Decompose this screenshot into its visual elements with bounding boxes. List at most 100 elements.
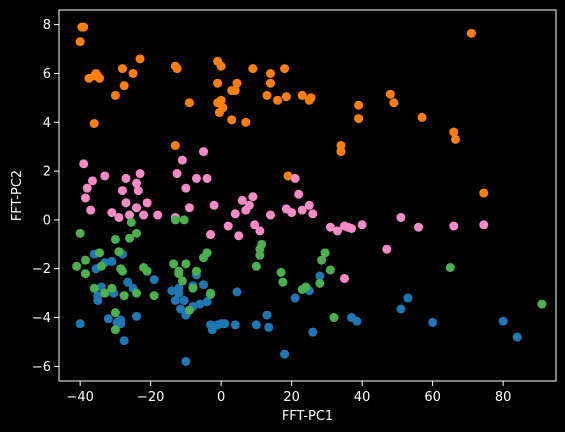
data-point <box>262 310 272 320</box>
data-point <box>107 256 117 266</box>
x-axis: −40 −20 0 20 40 60 80 <box>66 381 511 405</box>
data-point <box>315 278 325 288</box>
data-point <box>417 112 427 122</box>
data-point <box>317 255 327 265</box>
data-point <box>287 208 297 218</box>
data-point <box>216 95 226 105</box>
data-point <box>428 317 438 327</box>
data-point <box>347 223 357 233</box>
y-tick-label: 6 <box>43 67 51 82</box>
data-point <box>93 295 103 305</box>
data-point <box>119 81 129 91</box>
data-point <box>264 322 274 332</box>
data-point <box>86 205 96 215</box>
data-point <box>278 277 288 287</box>
data-point <box>290 293 300 303</box>
data-point <box>396 212 406 222</box>
data-point <box>209 200 219 210</box>
data-point <box>79 22 89 32</box>
data-point <box>121 198 131 208</box>
y-axis: −6 −4 −2 0 2 4 6 8 <box>32 18 59 375</box>
data-point <box>177 155 187 165</box>
data-point <box>280 64 290 74</box>
data-point <box>537 299 547 309</box>
data-point <box>308 209 318 219</box>
data-point <box>179 215 189 225</box>
data-point <box>297 90 307 100</box>
data-point <box>202 173 212 183</box>
data-point <box>218 103 228 113</box>
data-point <box>223 221 233 231</box>
data-point <box>479 220 489 230</box>
data-point <box>449 127 459 137</box>
data-point <box>498 316 508 326</box>
data-point <box>80 193 90 203</box>
data-point <box>95 73 105 83</box>
data-point <box>181 183 191 193</box>
data-point <box>262 90 272 100</box>
data-point <box>251 261 261 271</box>
data-point <box>244 200 254 210</box>
x-tick-label: −20 <box>137 390 164 405</box>
plot-frame <box>58 9 557 382</box>
series-3 <box>72 215 547 335</box>
data-point <box>87 176 97 186</box>
data-point <box>119 291 129 301</box>
data-point <box>414 222 424 232</box>
x-tick-label: 40 <box>354 390 371 405</box>
data-point <box>230 209 240 219</box>
data-point <box>352 316 362 326</box>
data-point <box>184 98 194 108</box>
data-point <box>273 95 283 105</box>
data-point <box>170 140 180 150</box>
data-point <box>123 277 133 287</box>
data-point <box>117 266 127 276</box>
y-tick-label: −4 <box>32 311 51 326</box>
data-point <box>396 304 406 314</box>
data-point <box>75 228 85 238</box>
data-point <box>72 261 82 271</box>
data-point <box>82 183 92 193</box>
data-point <box>117 186 127 196</box>
data-point <box>80 269 90 279</box>
data-point <box>340 273 350 283</box>
data-point <box>142 198 152 208</box>
x-axis-label: FFT-PC1 <box>282 409 333 424</box>
data-point <box>281 92 291 102</box>
data-point <box>280 349 290 359</box>
data-point <box>191 266 201 276</box>
data-point <box>445 263 455 273</box>
data-point <box>89 283 99 293</box>
data-point <box>234 231 244 241</box>
data-point <box>177 276 187 286</box>
data-point <box>96 261 106 271</box>
data-point <box>170 295 180 305</box>
data-point <box>202 248 212 258</box>
data-point <box>79 159 89 169</box>
data-point <box>206 289 216 299</box>
data-point <box>114 212 124 222</box>
data-point <box>181 259 191 269</box>
x-tick-label: 0 <box>217 390 225 405</box>
data-point <box>304 200 314 210</box>
data-point <box>290 173 300 183</box>
data-point <box>103 314 113 324</box>
data-point <box>149 275 159 285</box>
data-point <box>110 90 120 100</box>
data-point <box>132 203 142 213</box>
y-tick-label: −6 <box>32 360 51 375</box>
data-point <box>107 283 117 293</box>
data-point <box>403 293 413 303</box>
data-point <box>251 320 261 330</box>
data-point <box>100 171 110 181</box>
data-point <box>133 186 143 196</box>
data-point <box>306 93 316 103</box>
data-points <box>72 22 547 366</box>
data-point <box>170 215 180 225</box>
data-point <box>75 319 85 329</box>
data-point <box>135 54 145 64</box>
data-point <box>265 210 275 220</box>
data-point <box>132 178 142 188</box>
data-point <box>107 208 117 218</box>
data-point <box>126 217 136 227</box>
